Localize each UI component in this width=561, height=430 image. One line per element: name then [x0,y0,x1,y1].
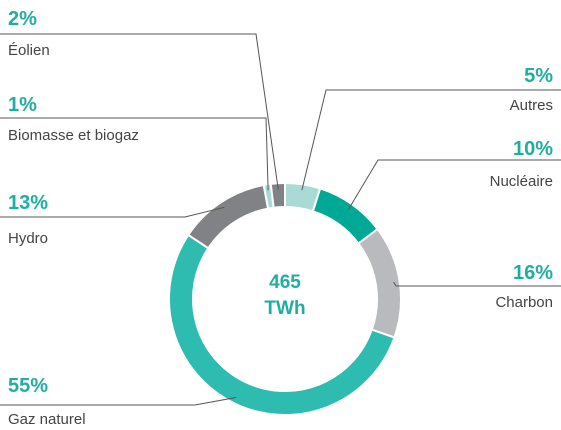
category-label: Éolien [8,42,50,59]
center-value: 465 [269,272,301,293]
leader-line [0,396,237,406]
leader-line [0,117,269,191]
value-label: 1% [8,94,37,116]
donut-segment [269,181,286,209]
category-label: Nucléaire [490,173,553,190]
leader-line [0,33,279,190]
leader-line [348,159,561,210]
donut-segment [186,183,270,250]
category-label: Biomasse et biogaz [8,127,139,144]
value-label: 55% [8,375,48,397]
value-label: 16% [513,262,553,284]
center-unit: TWh [264,298,305,319]
leader-line [301,89,561,191]
leader-line [0,206,225,218]
category-label: Gaz naturel [8,411,86,428]
value-label: 10% [513,138,553,160]
leader-line [393,281,561,287]
category-label: Charbon [495,294,553,311]
donut-segment [168,233,396,416]
value-label: 5% [524,65,553,87]
value-label: 13% [8,192,48,214]
value-label: 2% [8,8,37,30]
category-label: Autres [510,97,553,114]
category-label: Hydro [8,230,48,247]
